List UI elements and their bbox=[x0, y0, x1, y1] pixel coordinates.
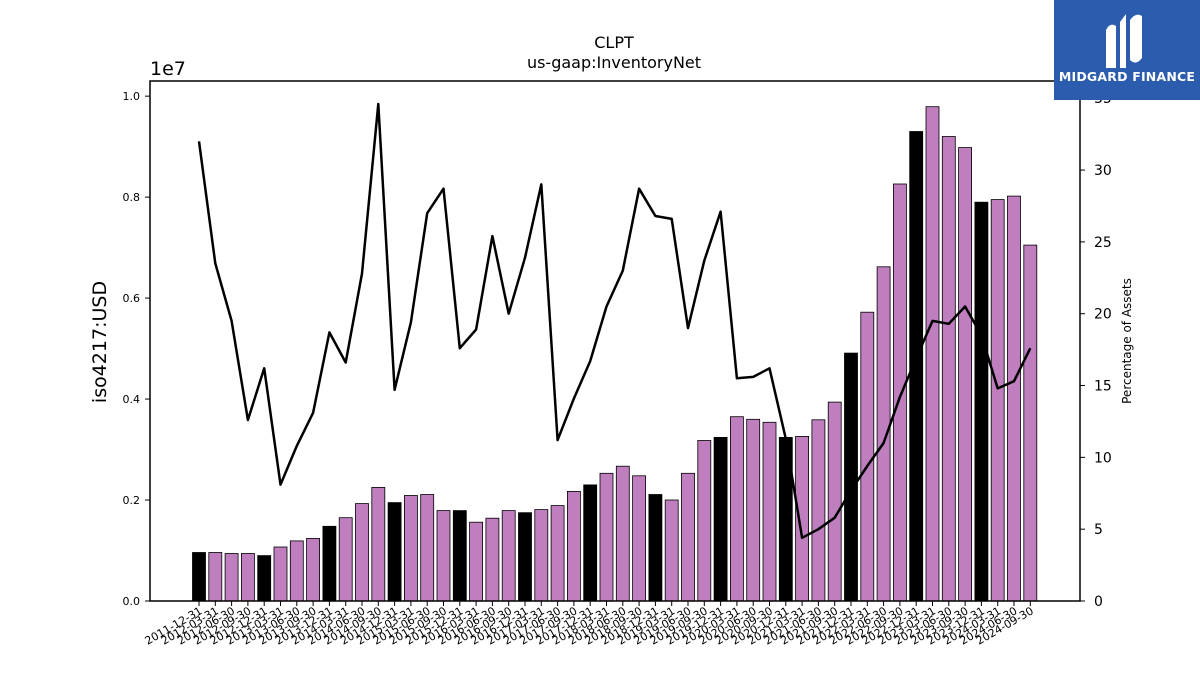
bar bbox=[827, 401, 842, 602]
plot-frame bbox=[149, 80, 1081, 602]
y2-tick-label: 20 bbox=[1094, 307, 1112, 323]
bar bbox=[257, 555, 272, 602]
bar bbox=[925, 106, 940, 602]
bar bbox=[681, 472, 695, 602]
bar bbox=[208, 552, 223, 602]
y2-tick-label: 5 bbox=[1094, 522, 1103, 538]
bar bbox=[860, 311, 875, 602]
bar bbox=[501, 510, 516, 602]
bar bbox=[240, 553, 255, 602]
bar bbox=[550, 505, 565, 602]
series-line bbox=[197, 102, 1032, 540]
chart-title: CLPT bbox=[594, 33, 634, 52]
y2-tick-label: 15 bbox=[1094, 379, 1112, 395]
logo-text: MIDGARD FINANCE bbox=[1058, 69, 1196, 84]
bar bbox=[893, 183, 907, 602]
bar bbox=[371, 486, 386, 602]
bar bbox=[355, 503, 369, 602]
y2-tick-label: 10 bbox=[1094, 450, 1112, 466]
brand-logo: MIDGARD FINANCE bbox=[1054, 0, 1200, 100]
bar bbox=[583, 484, 598, 602]
bar bbox=[192, 552, 206, 602]
bar bbox=[1023, 244, 1038, 602]
bar bbox=[941, 136, 956, 602]
bar bbox=[322, 525, 337, 602]
bar bbox=[518, 512, 532, 602]
bars-group bbox=[192, 106, 1038, 602]
y2-tick-label: 30 bbox=[1094, 163, 1112, 179]
bar bbox=[795, 435, 809, 602]
bar bbox=[469, 521, 484, 602]
bar bbox=[746, 418, 761, 602]
bar bbox=[615, 465, 630, 602]
y-tick-label: 0.6 bbox=[123, 292, 141, 305]
bar bbox=[485, 517, 500, 602]
bar bbox=[844, 352, 858, 602]
bar bbox=[387, 502, 402, 602]
y-tick-label: 1.0 bbox=[123, 90, 141, 103]
bar bbox=[452, 510, 467, 602]
line-group bbox=[197, 102, 1032, 540]
y2-tick-label: 25 bbox=[1094, 235, 1112, 251]
y-axis-label: iso4217:USD bbox=[89, 281, 111, 403]
bar bbox=[1007, 195, 1021, 602]
bar bbox=[567, 490, 581, 602]
bar bbox=[730, 416, 744, 602]
bar bbox=[534, 509, 549, 602]
y-tick-label: 0.8 bbox=[123, 191, 141, 204]
axes-group: 0.00.20.40.60.81.0051015202530352011-12-… bbox=[123, 90, 1112, 647]
bar bbox=[306, 538, 321, 602]
bar bbox=[664, 499, 679, 602]
y-offset-label: 1e7 bbox=[150, 58, 186, 80]
y-tick-label: 0.2 bbox=[123, 494, 141, 507]
y-tick-label: 0.0 bbox=[123, 595, 141, 608]
bar bbox=[403, 495, 418, 602]
bar bbox=[648, 494, 663, 602]
bar bbox=[811, 419, 826, 602]
bar bbox=[958, 147, 972, 602]
bar bbox=[273, 546, 288, 602]
chart-subtitle: us-gaap:InventoryNet bbox=[527, 53, 701, 72]
bar bbox=[632, 475, 646, 602]
bar bbox=[990, 199, 1005, 602]
y2-tick-label: 0 bbox=[1094, 594, 1103, 610]
bar bbox=[420, 494, 435, 602]
bar bbox=[974, 201, 989, 602]
bar bbox=[697, 440, 712, 602]
y-tick-label: 0.4 bbox=[123, 393, 141, 406]
midgard-logo-icon bbox=[1106, 14, 1142, 68]
bar bbox=[289, 540, 304, 602]
bar bbox=[713, 436, 728, 602]
y2-axis-label: Percentage of Assets bbox=[1120, 278, 1134, 404]
bar bbox=[599, 472, 614, 602]
bar bbox=[224, 553, 239, 602]
bar bbox=[762, 421, 777, 602]
bar bbox=[436, 510, 451, 602]
bar bbox=[338, 517, 353, 602]
